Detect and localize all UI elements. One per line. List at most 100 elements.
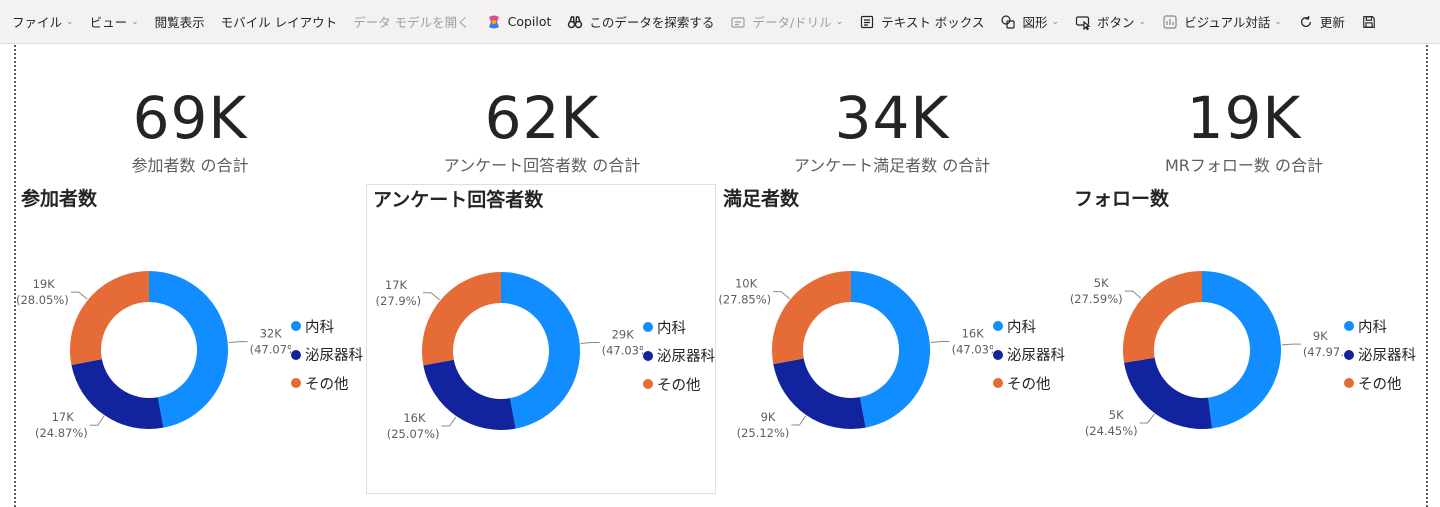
kpi-card-participants[interactable]: 69K 参加者数 の合計 [20, 82, 360, 176]
data-label-value: 9K [761, 410, 776, 424]
data-label-percent: (24.45%) [1085, 424, 1138, 438]
data-label-value: 5K [1109, 408, 1124, 422]
data-label-value: 16K [962, 327, 985, 341]
kpi-card-mr-follow[interactable]: 19K MRフォロー数 の合計 [1074, 82, 1414, 176]
data-label-leader [791, 415, 807, 426]
kpi-value: 69K [132, 84, 248, 152]
donut-slice-other[interactable] [70, 271, 149, 366]
donut-slice-urology[interactable] [423, 359, 516, 430]
kpi-card-survey-satisfied[interactable]: 34K アンケート満足者数 の合計 [722, 82, 1062, 176]
legend-item-internal-medicine[interactable]: 内科 [291, 312, 363, 341]
donut-slice-other[interactable] [772, 271, 851, 365]
data-drill-menu[interactable]: データ/ドリル ⌄ [722, 7, 851, 37]
donut-slice-internal-medicine[interactable] [851, 271, 931, 428]
legend-item-urology[interactable]: 泌尿器科 [993, 341, 1065, 370]
legend-label: 泌尿器科 [1358, 348, 1416, 365]
data-label-percent: (47.07%) [250, 343, 291, 357]
legend-label: 内科 [1007, 319, 1036, 336]
legend-label: その他 [657, 377, 701, 394]
legend-label: その他 [305, 376, 349, 393]
kpi-label: アンケート回答者数 の合計 [443, 156, 641, 175]
legend-item-urology[interactable]: 泌尿器科 [1344, 341, 1416, 370]
data-drill-label: データ/ドリル [752, 15, 832, 30]
chart-title: 満足者数 [723, 188, 800, 210]
kpi-label: 参加者数 の合計 [131, 156, 249, 175]
data-drill-icon [730, 14, 746, 30]
data-label-value: 9K [1313, 329, 1328, 343]
buttons-label: ボタン [1097, 15, 1135, 30]
canvas-border-right [1426, 45, 1428, 507]
donut-slice-internal-medicine[interactable] [149, 271, 228, 428]
data-label-percent: (47.97...) [1303, 345, 1344, 359]
donut-slice-internal-medicine[interactable] [1202, 271, 1281, 429]
kpi-label: アンケート満足者数 の合計 [793, 156, 991, 175]
shapes-label: 図形 [1022, 15, 1048, 30]
data-label-value: 17K [52, 410, 75, 424]
legend-marker [1344, 378, 1354, 389]
data-label-value: 17K [385, 278, 408, 292]
donut-slice-urology[interactable] [71, 359, 164, 429]
donut-slice-urology[interactable] [1124, 357, 1213, 429]
visual-interactions-icon [1162, 14, 1178, 30]
chart-legend: 内科 泌尿器科 その他 [1344, 312, 1416, 398]
donut-panel-follow[interactable]: フォロー数 9K (47.97...) 5K (24.45%) 5K (27.59%) 内… [1068, 184, 1418, 494]
donut-chart: 9K (47.97...) 5K (24.45%) 5K (27.59%) [1070, 271, 1344, 438]
legend-marker [643, 322, 653, 333]
open-data-model-label: データ モデルを開く [353, 15, 470, 30]
data-label-leader [441, 416, 457, 427]
chevron-down-icon: ⌄ [1138, 16, 1147, 27]
open-data-model-button[interactable]: データ モデルを開く [345, 7, 477, 37]
legend-item-urology[interactable]: 泌尿器科 [643, 342, 715, 371]
donut-slice-urology[interactable] [773, 358, 866, 429]
refresh-icon [1298, 14, 1314, 30]
donut-slice-internal-medicine[interactable] [501, 272, 581, 429]
text-box-button[interactable]: テキスト ボックス [851, 7, 992, 37]
visual-interactions-menu[interactable]: ビジュアル対話 ⌄ [1154, 7, 1290, 37]
data-label-percent: (27.59%) [1070, 292, 1123, 306]
donut-panel-survey-respondents[interactable]: アンケート回答者数 29K (47.03%) 16K (25.07%) 17K (27.9… [366, 184, 716, 494]
refresh-label: 更新 [1319, 15, 1345, 30]
donut-panel-satisfied[interactable]: 満足者数 16K (47.03%) 9K (25.12%) 10K (27.85%) 内科… [717, 184, 1067, 494]
legend-item-other[interactable]: その他 [993, 369, 1065, 398]
legend-item-internal-medicine[interactable]: 内科 [643, 313, 715, 342]
legend-label: 内科 [657, 320, 686, 337]
shapes-icon [1000, 14, 1016, 30]
view-menu-label: ビュー [89, 15, 128, 30]
explore-data-button[interactable]: このデータを探索する [559, 7, 722, 37]
legend-item-other[interactable]: その他 [291, 369, 363, 398]
legend-label: その他 [1358, 376, 1402, 393]
legend-item-urology[interactable]: 泌尿器科 [291, 341, 363, 370]
copilot-button[interactable]: Copilot [478, 7, 560, 37]
view-menu[interactable]: ビュー ⌄ [82, 7, 147, 37]
shapes-menu[interactable]: 図形 ⌄ [992, 7, 1067, 37]
legend-label: 内科 [1358, 319, 1387, 336]
donut-slice-other[interactable] [422, 272, 501, 366]
reading-view-button[interactable]: 閲覧表示 [147, 7, 213, 37]
donut-slice-other[interactable] [1123, 271, 1202, 363]
data-label-value: 19K [33, 277, 56, 291]
legend-marker [993, 378, 1003, 389]
chevron-down-icon: ⌄ [835, 16, 844, 27]
binoculars-icon [567, 14, 583, 30]
data-label-leader [930, 341, 950, 344]
legend-item-other[interactable]: その他 [643, 370, 715, 399]
legend-label: 泌尿器科 [1007, 348, 1065, 365]
legend-item-internal-medicine[interactable]: 内科 [993, 312, 1065, 341]
donut-panel-participants[interactable]: 参加者数 32K (47.07%) 17K (24.87%) 19K (28.05%) 内… [15, 184, 365, 494]
refresh-button[interactable]: 更新 [1290, 7, 1353, 37]
chart-title: 参加者数 [21, 188, 98, 210]
kpi-label: MRフォロー数 の合計 [1164, 156, 1323, 175]
kpi-card-survey-respondents[interactable]: 62K アンケート回答者数 の合計 [372, 82, 712, 176]
file-menu[interactable]: ファイル ⌄ [4, 7, 82, 37]
save-button[interactable] [1353, 7, 1391, 37]
legend-marker [993, 349, 1003, 360]
legend-item-internal-medicine[interactable]: 内科 [1344, 312, 1416, 341]
mobile-layout-button[interactable]: モバイル レイアウト [213, 7, 345, 37]
data-label-percent: (27.85%) [718, 293, 771, 307]
data-label-percent: (25.07%) [387, 427, 440, 441]
data-label-percent: (47.03%) [952, 343, 993, 357]
chevron-down-icon: ⌄ [66, 16, 74, 27]
copilot-label: Copilot [507, 14, 552, 29]
legend-item-other[interactable]: その他 [1344, 369, 1416, 398]
buttons-menu[interactable]: ボタン ⌄ [1067, 7, 1154, 37]
